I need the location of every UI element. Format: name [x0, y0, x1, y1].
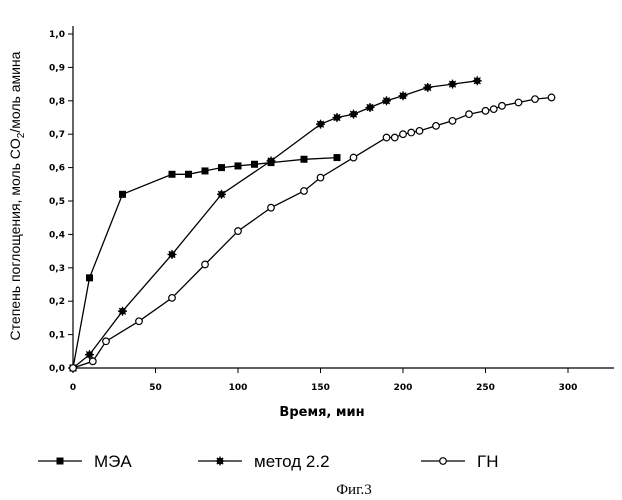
mea-point: [251, 161, 258, 168]
gn-point: [532, 96, 539, 103]
mea-point: [86, 274, 93, 281]
gn-point: [515, 99, 522, 106]
method-2-2-point: [118, 307, 127, 316]
x-tick-label: 50: [149, 383, 162, 393]
gn-point: [202, 261, 209, 268]
gn-point: [490, 106, 497, 113]
gn-point: [90, 358, 97, 365]
gn-point: [169, 295, 176, 302]
method-2-2-point: [382, 96, 391, 105]
gn-point: [103, 338, 110, 345]
method-2-2-point: [448, 80, 457, 89]
y-tick-label: 0,2: [49, 297, 65, 307]
y-tick-label: 0,1: [49, 331, 65, 341]
legend-label: ГН: [477, 452, 498, 471]
x-tick-label: 250: [476, 383, 495, 393]
mea-point: [57, 458, 64, 465]
method-2-2-point: [217, 190, 226, 199]
method-2-2-point: [349, 110, 358, 119]
gn-point: [499, 103, 506, 110]
mea-point: [119, 191, 126, 198]
method-2-2-point: [473, 76, 482, 85]
gn-point: [235, 228, 242, 235]
gn-point: [268, 204, 275, 211]
gn-point: [301, 188, 308, 195]
method-2-2-point: [168, 250, 177, 259]
y-tick-label: 0,3: [49, 264, 65, 274]
x-tick-label: 300: [559, 383, 578, 393]
gn-point: [400, 131, 407, 138]
y-tick-label: 0,6: [49, 164, 65, 174]
x-tick-label: 100: [229, 383, 248, 393]
legend-label: МЭА: [94, 452, 132, 471]
x-axis-title: Время, мин: [279, 405, 364, 420]
mea-point: [334, 154, 341, 161]
figure-caption: Фиг.3: [336, 482, 372, 498]
gn-point: [466, 111, 473, 118]
y-tick-label: 0,7: [49, 130, 65, 140]
gn-point: [449, 118, 456, 125]
method-2-2-point: [333, 113, 342, 122]
gn-point: [416, 128, 423, 135]
method-2-2-point: [423, 83, 432, 92]
method-2-2-point: [316, 120, 325, 129]
gn-point: [391, 134, 398, 141]
y-tick-label: 0,0: [49, 364, 65, 374]
mea-point: [185, 171, 192, 178]
legend-label: метод 2.2: [254, 452, 330, 471]
gn-point: [383, 134, 390, 141]
gn-point: [350, 154, 357, 161]
method-2-2-point: [216, 457, 225, 466]
y-tick-label: 0,4: [49, 230, 65, 240]
x-tick-label: 0: [70, 383, 76, 393]
mea-point: [235, 162, 242, 169]
y-axis-title-tail: /моль амина: [7, 51, 23, 132]
mea-point: [169, 171, 176, 178]
gn-point: [548, 94, 555, 101]
gn-point: [440, 458, 447, 465]
mea-point: [218, 164, 225, 171]
gn-point: [317, 174, 324, 181]
gn-point: [408, 129, 415, 136]
method-2-2-point: [399, 91, 408, 100]
y-tick-label: 0,8: [49, 97, 65, 107]
x-tick-label: 200: [394, 383, 413, 393]
y-tick-label: 0,5: [49, 197, 65, 207]
method-2-2-point: [366, 103, 375, 112]
method-2-2-point: [267, 156, 276, 165]
y-tick-label: 1,0: [49, 30, 65, 40]
gn-point: [482, 108, 489, 115]
gn-point: [136, 318, 143, 325]
gn-point: [70, 365, 77, 372]
gn-point: [433, 123, 440, 130]
y-tick-label: 0,9: [49, 63, 65, 73]
x-tick-label: 150: [311, 383, 330, 393]
mea-point: [202, 167, 209, 174]
mea-point: [301, 156, 308, 163]
